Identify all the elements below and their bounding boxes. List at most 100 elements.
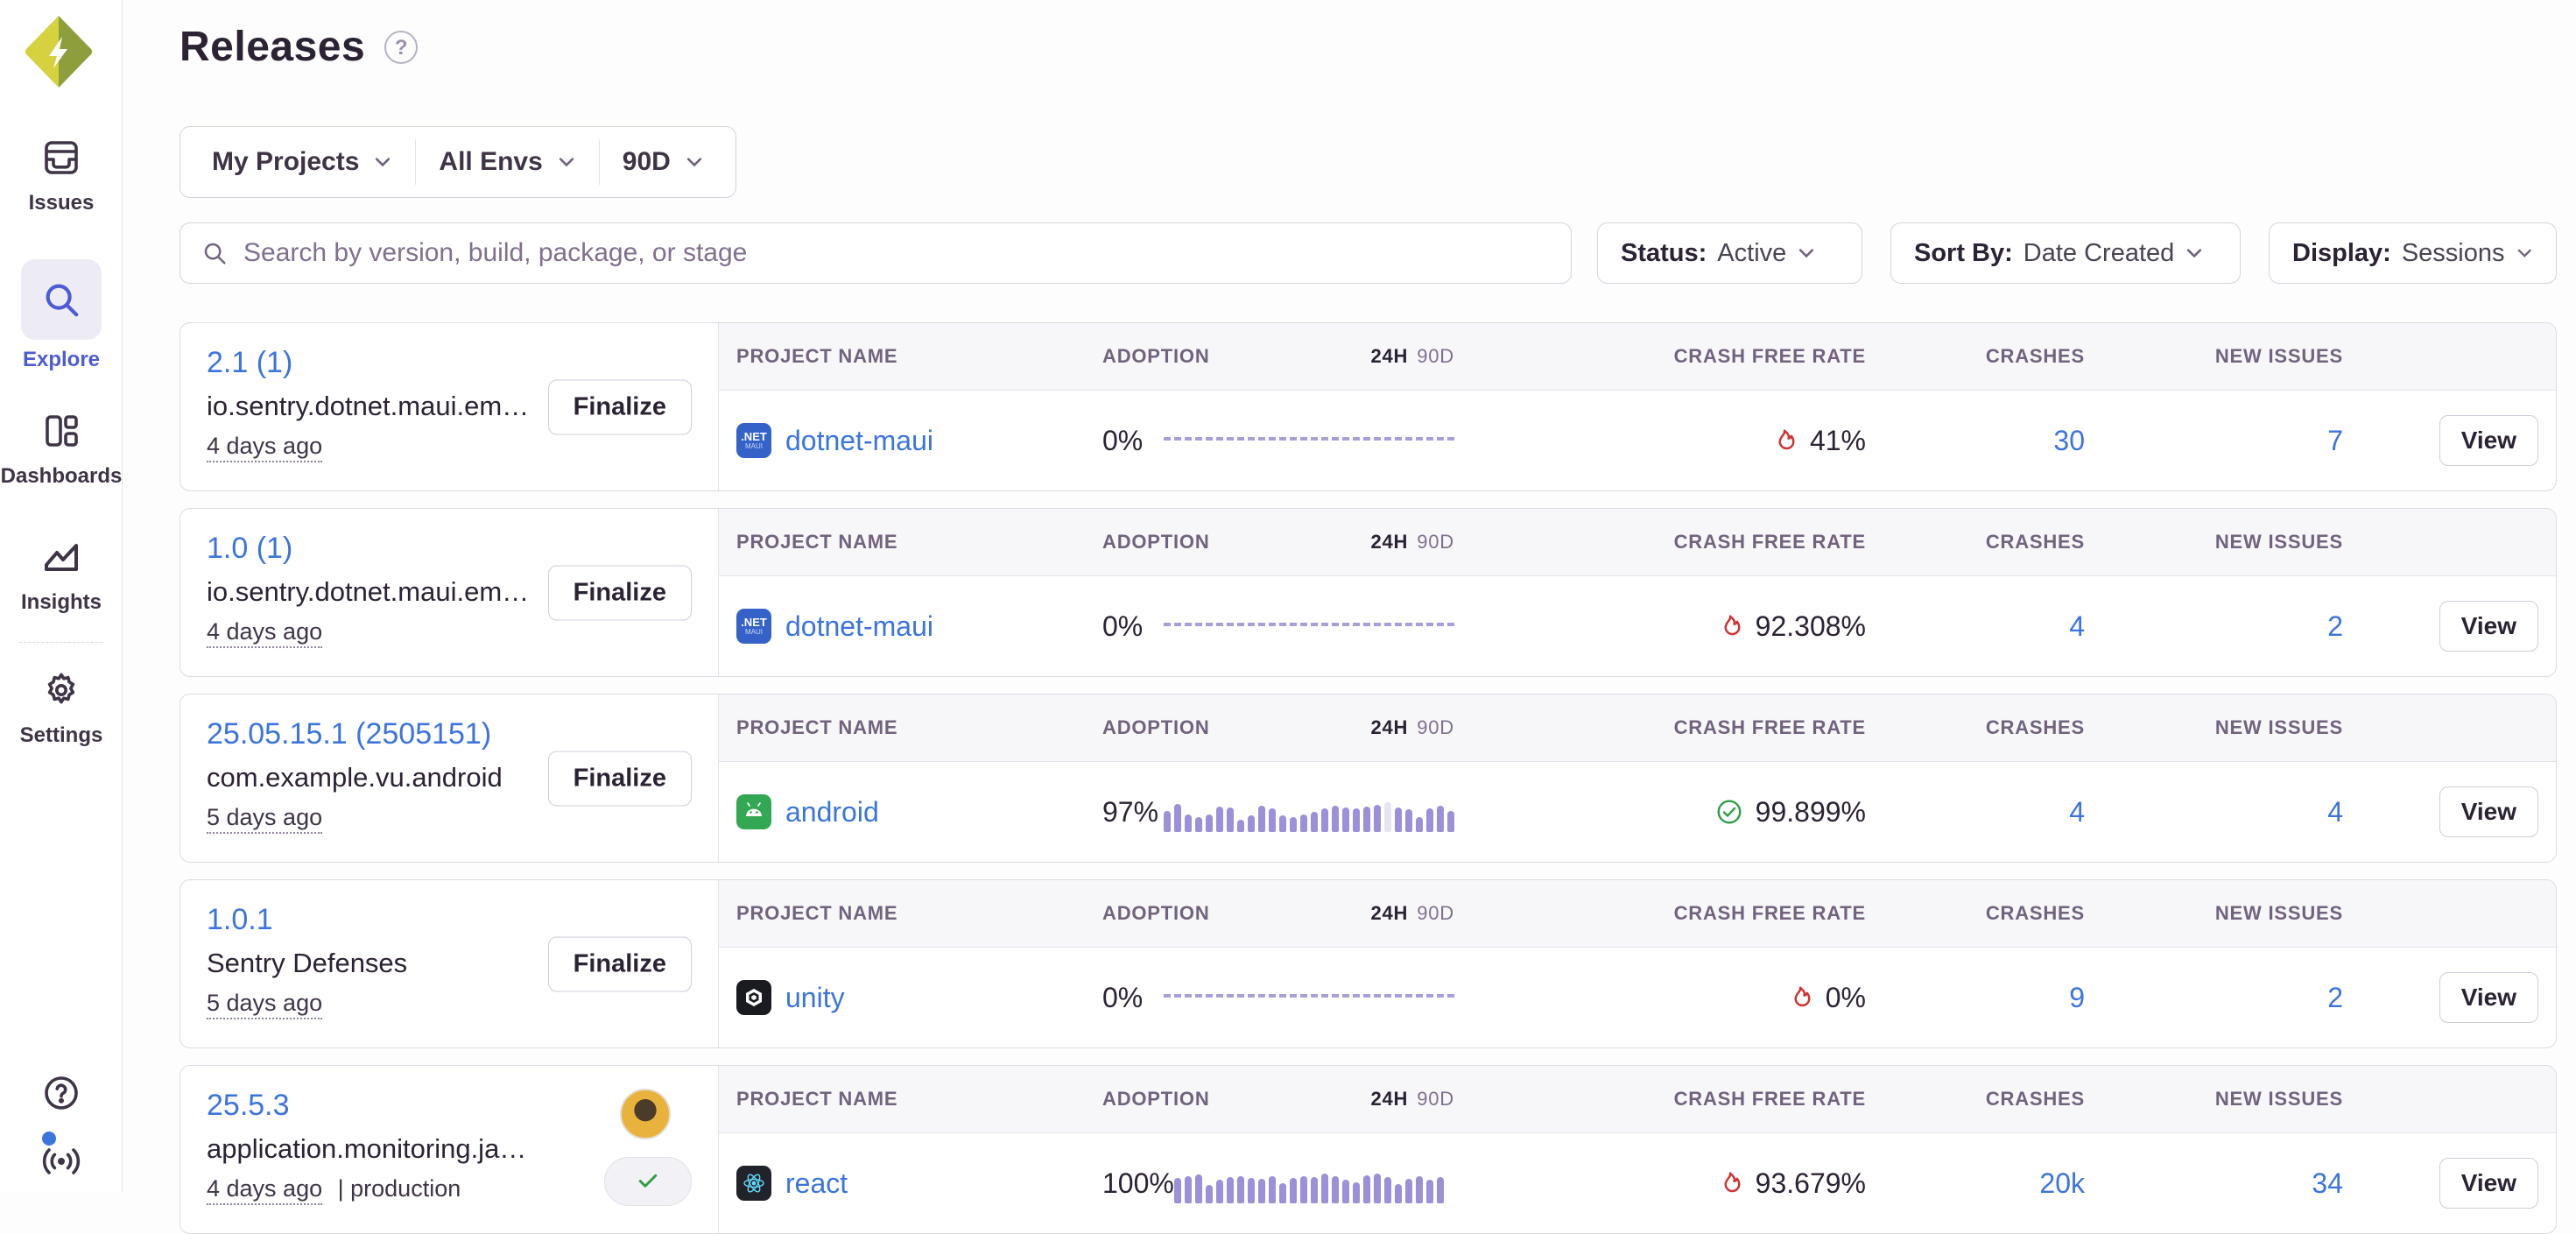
- finalize-button[interactable]: Finalize: [548, 379, 692, 434]
- finalized-by-avatar: [620, 1089, 671, 1139]
- col-header-24h[interactable]: 24H: [1370, 1088, 1408, 1110]
- col-header-24h[interactable]: 24H: [1370, 716, 1408, 738]
- project-link[interactable]: react: [785, 1167, 848, 1200]
- sidebar-item-issues[interactable]: Issues: [0, 137, 123, 215]
- explore-active-tile: [21, 259, 102, 340]
- display-dropdown[interactable]: Display: Sessions: [2269, 222, 2557, 284]
- project-link[interactable]: unity: [785, 982, 845, 1014]
- crashes-count-link[interactable]: 20k: [2039, 1167, 2085, 1199]
- page-title: Releases: [179, 23, 365, 71]
- display-label: Display:: [2292, 239, 2391, 268]
- insights-icon: [40, 536, 82, 582]
- adoption-sparkline-bars: [1164, 797, 1454, 832]
- crashes-count-link[interactable]: 4: [2069, 610, 2085, 642]
- col-header-24h[interactable]: 24H: [1370, 531, 1408, 553]
- sidebar-item-label: Insights: [0, 590, 123, 615]
- crashes-count-link[interactable]: 30: [2053, 425, 2085, 456]
- gear-icon: [40, 669, 82, 716]
- finalized-check-pill[interactable]: [604, 1157, 692, 1206]
- release-card: 1.0.1 Sentry Defenses 5 days ago Finaliz…: [179, 879, 2557, 1048]
- release-version-link[interactable]: 25.5.3: [207, 1089, 290, 1123]
- crash-free-rate: 93.679%: [1756, 1167, 1866, 1200]
- dashboards-icon: [40, 410, 82, 456]
- col-header-crashes: CRASHES: [1892, 531, 2102, 554]
- finalize-button[interactable]: Finalize: [548, 936, 692, 991]
- view-button[interactable]: View: [2439, 415, 2538, 466]
- col-header-crashes: CRASHES: [1892, 716, 2102, 739]
- sentry-org-logo-icon[interactable]: [23, 14, 95, 89]
- chevron-down-icon: [685, 152, 704, 172]
- help-menu-icon[interactable]: [0, 1072, 123, 1118]
- col-header-adoption: ADOPTION: [1102, 902, 1210, 925]
- crash-free-rate: 41%: [1810, 425, 1866, 457]
- release-project-row: .NETMAUI dotnet-maui 0% 41% 30 7 View: [719, 391, 2556, 490]
- sidebar-item-label: Issues: [0, 191, 123, 215]
- view-button[interactable]: View: [2439, 786, 2538, 837]
- col-header-24h[interactable]: 24H: [1370, 345, 1408, 367]
- new-issues-count-link[interactable]: 2: [2327, 982, 2343, 1013]
- view-button[interactable]: View: [2439, 1158, 2538, 1209]
- whats-new-broadcast-icon[interactable]: [0, 1139, 123, 1185]
- adoption-sparkline-bars: [1174, 1168, 1454, 1203]
- sidebar-item-dashboards[interactable]: Dashboards: [0, 410, 123, 489]
- adoption-percent: 0%: [1102, 610, 1143, 643]
- healthy-check-icon: [1715, 798, 1743, 826]
- col-header-90d[interactable]: 90D: [1417, 1088, 1454, 1110]
- chevron-down-icon: [557, 152, 576, 172]
- col-header-adoption: ADOPTION: [1102, 345, 1210, 368]
- col-header-project: PROJECT NAME: [719, 1088, 1087, 1111]
- release-version-link[interactable]: 2.1 (1): [207, 346, 292, 380]
- date-range-dropdown[interactable]: 90D: [600, 141, 727, 183]
- release-age: 4 days ago: [207, 1175, 322, 1205]
- col-header-24h[interactable]: 24H: [1370, 902, 1408, 924]
- project-link[interactable]: dotnet-maui: [785, 425, 933, 457]
- sidebar-item-insights[interactable]: Insights: [0, 536, 123, 615]
- col-header-90d[interactable]: 90D: [1417, 902, 1454, 924]
- release-version-link[interactable]: 1.0 (1): [207, 532, 292, 566]
- status-dropdown[interactable]: Status: Active: [1597, 222, 1862, 284]
- sort-by-dropdown[interactable]: Sort By: Date Created: [1890, 222, 2241, 284]
- finalize-button[interactable]: Finalize: [548, 751, 692, 806]
- fire-icon: [1717, 1170, 1743, 1196]
- crash-free-rate: 0%: [1826, 982, 1866, 1014]
- environment-filter-dropdown[interactable]: All Envs: [416, 141, 598, 183]
- project-link[interactable]: android: [785, 796, 879, 829]
- view-button[interactable]: View: [2439, 601, 2538, 652]
- new-issues-count-link[interactable]: 34: [2312, 1167, 2343, 1199]
- chevron-down-icon: [2185, 243, 2204, 263]
- col-header-90d[interactable]: 90D: [1417, 531, 1454, 553]
- page-help-icon[interactable]: ?: [384, 31, 418, 64]
- dotnet-maui-project-icon: .NETMAUI: [736, 609, 771, 644]
- fire-icon: [1787, 984, 1813, 1011]
- adoption-sparkline-empty: [1164, 994, 1454, 998]
- sidebar-item-settings[interactable]: Settings: [0, 669, 123, 748]
- new-issues-count-link[interactable]: 4: [2327, 796, 2343, 828]
- status-label: Status:: [1621, 239, 1707, 268]
- new-issues-count-link[interactable]: 2: [2327, 610, 2343, 642]
- page-filter-bar: My Projects All Envs 90D: [179, 126, 736, 198]
- col-header-crashes: CRASHES: [1892, 1088, 2102, 1111]
- view-button[interactable]: View: [2439, 972, 2538, 1023]
- crash-free-rate: 99.899%: [1756, 796, 1866, 829]
- project-filter-dropdown[interactable]: My Projects: [189, 141, 415, 183]
- release-card: 1.0 (1) io.sentry.dotnet.maui.em… 4 days…: [179, 508, 2557, 677]
- col-header-90d[interactable]: 90D: [1417, 716, 1454, 738]
- date-range-value: 90D: [623, 147, 671, 177]
- adoption-percent: 0%: [1102, 982, 1143, 1014]
- adoption-percent: 100%: [1102, 1167, 1174, 1200]
- crashes-count-link[interactable]: 9: [2069, 982, 2085, 1013]
- col-header-new-issues: NEW ISSUES: [2102, 902, 2365, 925]
- col-header-90d[interactable]: 90D: [1417, 345, 1454, 367]
- adoption-percent: 97%: [1102, 796, 1158, 829]
- crashes-count-link[interactable]: 4: [2069, 796, 2085, 828]
- release-version-link[interactable]: 25.05.15.1 (2505151): [207, 717, 491, 751]
- sidebar-item-explore[interactable]: Explore: [0, 259, 123, 372]
- release-age: 5 days ago: [207, 804, 322, 834]
- finalize-button[interactable]: Finalize: [548, 565, 692, 620]
- project-link[interactable]: dotnet-maui: [785, 610, 933, 643]
- new-issues-count-link[interactable]: 7: [2327, 425, 2343, 456]
- col-header-crash-free: CRASH FREE RATE: [1481, 345, 1892, 368]
- release-version-link[interactable]: 1.0.1: [207, 903, 273, 937]
- search-input[interactable]: [243, 238, 1550, 268]
- sort-value: Date Created: [2023, 239, 2175, 268]
